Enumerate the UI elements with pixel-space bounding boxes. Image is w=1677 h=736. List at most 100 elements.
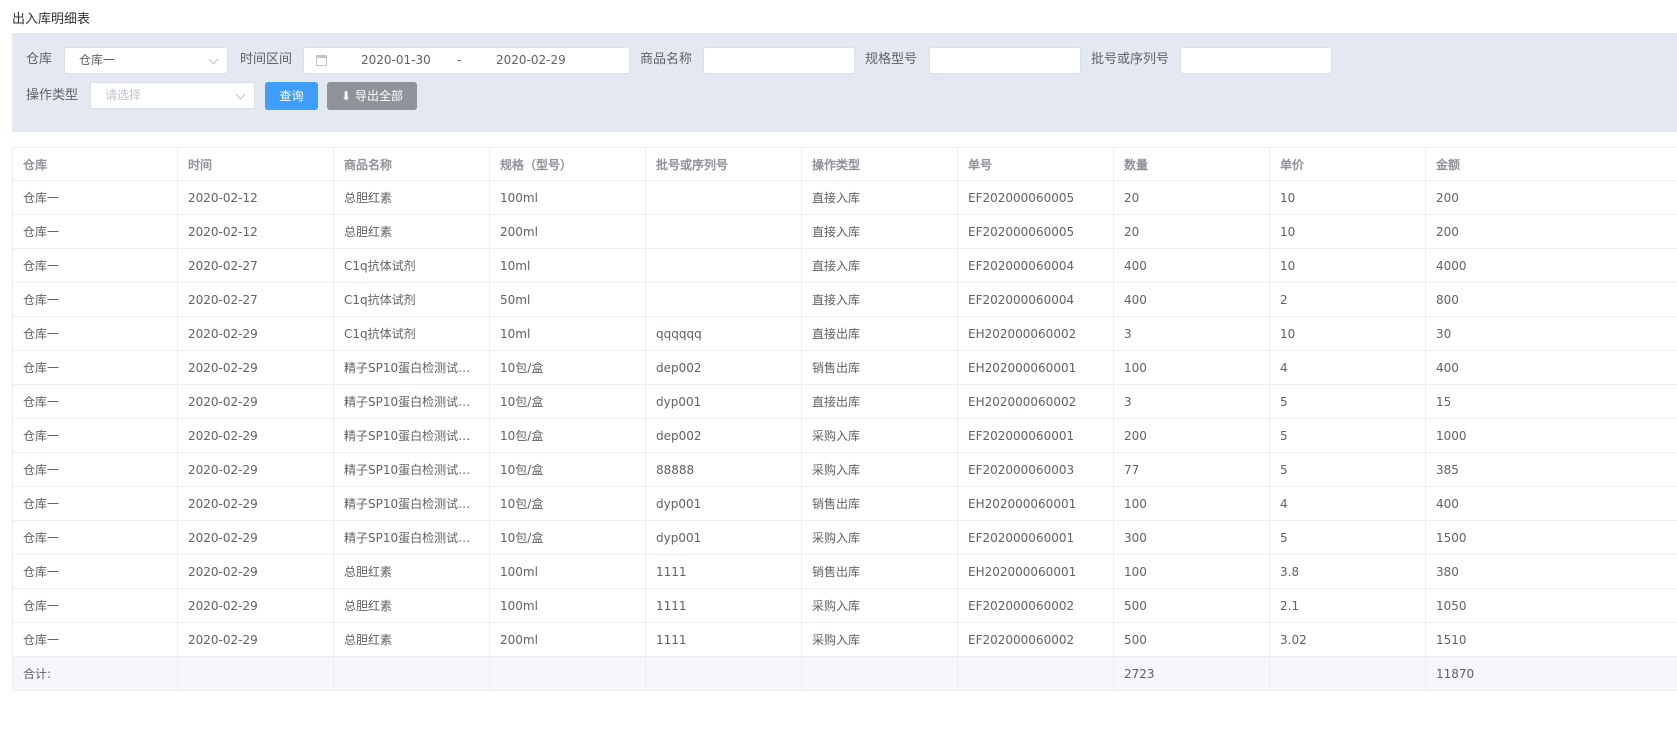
table-row[interactable]: 仓库一 2020-02-12 总胆红素 200ml 直接入库 EF202000060005… bbox=[12, 214, 1677, 249]
table-cell: 800 bbox=[1425, 282, 1677, 317]
column-header: 金额 bbox=[1425, 147, 1677, 181]
table-cell: 直接入库 bbox=[801, 180, 958, 215]
table-cell: 总胆红素 bbox=[333, 588, 490, 623]
table-cell: 直接入库 bbox=[801, 214, 958, 249]
summary-cell bbox=[957, 656, 1114, 691]
operation-type-placeholder: 请选择 bbox=[105, 88, 142, 102]
table-cell: 4 bbox=[1269, 486, 1426, 521]
table-row[interactable]: 仓库一 2020-02-29 精子SP10蛋白检测试剂... 10包/盒 dyp001 采… bbox=[12, 520, 1677, 555]
spec-input[interactable] bbox=[929, 47, 1081, 74]
product-name-input[interactable] bbox=[703, 47, 855, 74]
summary-cell: 11870 bbox=[1425, 656, 1677, 691]
table-row[interactable]: 仓库一 2020-02-29 总胆红素 100ml 1111 采购入库 EF20200006… bbox=[12, 588, 1677, 623]
table-cell: 2020-02-27 bbox=[177, 282, 334, 317]
table-cell: 销售出库 bbox=[801, 554, 958, 589]
table-cell: 精子SP10蛋白检测试剂... bbox=[333, 350, 490, 385]
table-cell bbox=[645, 180, 802, 215]
column-header: 批号或序列号 bbox=[645, 147, 802, 181]
summary-row: 合计: 2723 11870 bbox=[12, 656, 1677, 691]
table-cell: 10包/盒 bbox=[489, 384, 646, 419]
table-cell: 400 bbox=[1425, 350, 1677, 385]
table-cell: dyp001 bbox=[645, 520, 802, 555]
summary-cell bbox=[1269, 656, 1426, 691]
table-cell: 5 bbox=[1269, 520, 1426, 555]
table-row[interactable]: 仓库一 2020-02-29 精子SP10蛋白检测试剂... 10包/盒 dep002 销… bbox=[12, 350, 1677, 385]
table-row[interactable]: 仓库一 2020-02-29 精子SP10蛋白检测试剂... 10包/盒 88888 采购… bbox=[12, 452, 1677, 487]
table-cell: 10包/盒 bbox=[489, 350, 646, 385]
table-cell: 2020-02-29 bbox=[177, 316, 334, 351]
table-cell: dep002 bbox=[645, 350, 802, 385]
operation-type-select[interactable]: 请选择 bbox=[90, 82, 255, 109]
warehouse-select[interactable]: 仓库一 bbox=[64, 47, 228, 74]
table-cell: 仓库一 bbox=[12, 452, 178, 487]
warehouse-label: 仓库 bbox=[26, 52, 53, 67]
table-cell: 销售出库 bbox=[801, 486, 958, 521]
column-header: 单号 bbox=[957, 147, 1114, 181]
table-cell: EF202000060005 bbox=[957, 214, 1114, 249]
table-cell: 2020-02-29 bbox=[177, 452, 334, 487]
table-cell: 2020-02-29 bbox=[177, 384, 334, 419]
table-row[interactable]: 仓库一 2020-02-29 C1q抗体试剂 10ml qqqqqq 直接出库 EH2020… bbox=[12, 316, 1677, 351]
column-header: 规格（型号） bbox=[489, 147, 646, 181]
batch-input[interactable] bbox=[1180, 47, 1332, 74]
summary-cell: 2723 bbox=[1113, 656, 1270, 691]
summary-cell bbox=[177, 656, 334, 691]
table-cell: 10 bbox=[1269, 248, 1426, 283]
export-all-label: 导出全部 bbox=[354, 89, 403, 103]
table-cell: 总胆红素 bbox=[333, 622, 490, 657]
table-cell: 采购入库 bbox=[801, 452, 958, 487]
table-cell: 仓库一 bbox=[12, 554, 178, 589]
table-cell: 直接入库 bbox=[801, 248, 958, 283]
table-cell: 总胆红素 bbox=[333, 180, 490, 215]
table-cell: 仓库一 bbox=[12, 350, 178, 385]
table-row[interactable]: 仓库一 2020-02-12 总胆红素 100ml 直接入库 EF202000060005… bbox=[12, 180, 1677, 215]
table-cell: 500 bbox=[1113, 588, 1270, 623]
table-cell: C1q抗体试剂 bbox=[333, 282, 490, 317]
table-cell: 300 bbox=[1113, 520, 1270, 555]
query-button[interactable]: 查询 bbox=[265, 82, 318, 110]
table-cell: 2020-02-29 bbox=[177, 350, 334, 385]
table-cell: 精子SP10蛋白检测试剂... bbox=[333, 452, 490, 487]
table-cell: 2020-02-29 bbox=[177, 588, 334, 623]
table-row[interactable]: 仓库一 2020-02-29 精子SP10蛋白检测试剂... 10包/盒 dyp001 直… bbox=[12, 384, 1677, 419]
table-cell: dyp001 bbox=[645, 486, 802, 521]
table-cell: 1000 bbox=[1425, 418, 1677, 453]
table-cell: 2 bbox=[1269, 282, 1426, 317]
table-cell: 直接入库 bbox=[801, 282, 958, 317]
table-row[interactable]: 仓库一 2020-02-29 总胆红素 100ml 1111 销售出库 EH20200006… bbox=[12, 554, 1677, 589]
table-cell: 1500 bbox=[1425, 520, 1677, 555]
table-cell: dyp001 bbox=[645, 384, 802, 419]
table-row[interactable]: 仓库一 2020-02-29 总胆红素 200ml 1111 采购入库 EF20200006… bbox=[12, 622, 1677, 657]
table-cell: qqqqqq bbox=[645, 316, 802, 351]
table-cell: 88888 bbox=[645, 452, 802, 487]
table-cell: 1111 bbox=[645, 554, 802, 589]
table-cell: 5 bbox=[1269, 418, 1426, 453]
table-cell: EF202000060004 bbox=[957, 282, 1114, 317]
date-end[interactable]: 2020-02-29 bbox=[496, 53, 566, 67]
batch-label: 批号或序列号 bbox=[1091, 52, 1170, 67]
table-row[interactable]: 仓库一 2020-02-27 C1q抗体试剂 50ml 直接入库 EF2020000600… bbox=[12, 282, 1677, 317]
table-row[interactable]: 仓库一 2020-02-29 精子SP10蛋白检测试剂... 10包/盒 dep002 采… bbox=[12, 418, 1677, 453]
table-cell: 精子SP10蛋白检测试剂... bbox=[333, 520, 490, 555]
table-cell: 50ml bbox=[489, 282, 646, 317]
table-row[interactable]: 仓库一 2020-02-29 精子SP10蛋白检测试剂... 10包/盒 dyp001 销… bbox=[12, 486, 1677, 521]
table-cell: 4000 bbox=[1425, 248, 1677, 283]
table-cell: 仓库一 bbox=[12, 384, 178, 419]
table-cell: 仓库一 bbox=[12, 418, 178, 453]
table-cell: 总胆红素 bbox=[333, 214, 490, 249]
table-cell: 采购入库 bbox=[801, 520, 958, 555]
export-all-button[interactable]: ⬇ 导出全部 bbox=[327, 82, 417, 110]
column-header: 数量 bbox=[1113, 147, 1270, 181]
date-range-picker[interactable]: 2020-01-30 - 2020-02-29 bbox=[303, 47, 630, 74]
table-cell: EF202000060002 bbox=[957, 588, 1114, 623]
table-cell: 3.02 bbox=[1269, 622, 1426, 657]
table-cell: C1q抗体试剂 bbox=[333, 248, 490, 283]
table-cell: 直接出库 bbox=[801, 316, 958, 351]
date-start[interactable]: 2020-01-30 bbox=[361, 53, 431, 67]
table-cell: 2020-02-12 bbox=[177, 180, 334, 215]
table-row[interactable]: 仓库一 2020-02-27 C1q抗体试剂 10ml 直接入库 EF2020000600… bbox=[12, 248, 1677, 283]
table-cell: 5 bbox=[1269, 452, 1426, 487]
product-label: 商品名称 bbox=[640, 52, 693, 67]
spec-label: 规格型号 bbox=[865, 52, 918, 67]
table-cell: 1510 bbox=[1425, 622, 1677, 657]
